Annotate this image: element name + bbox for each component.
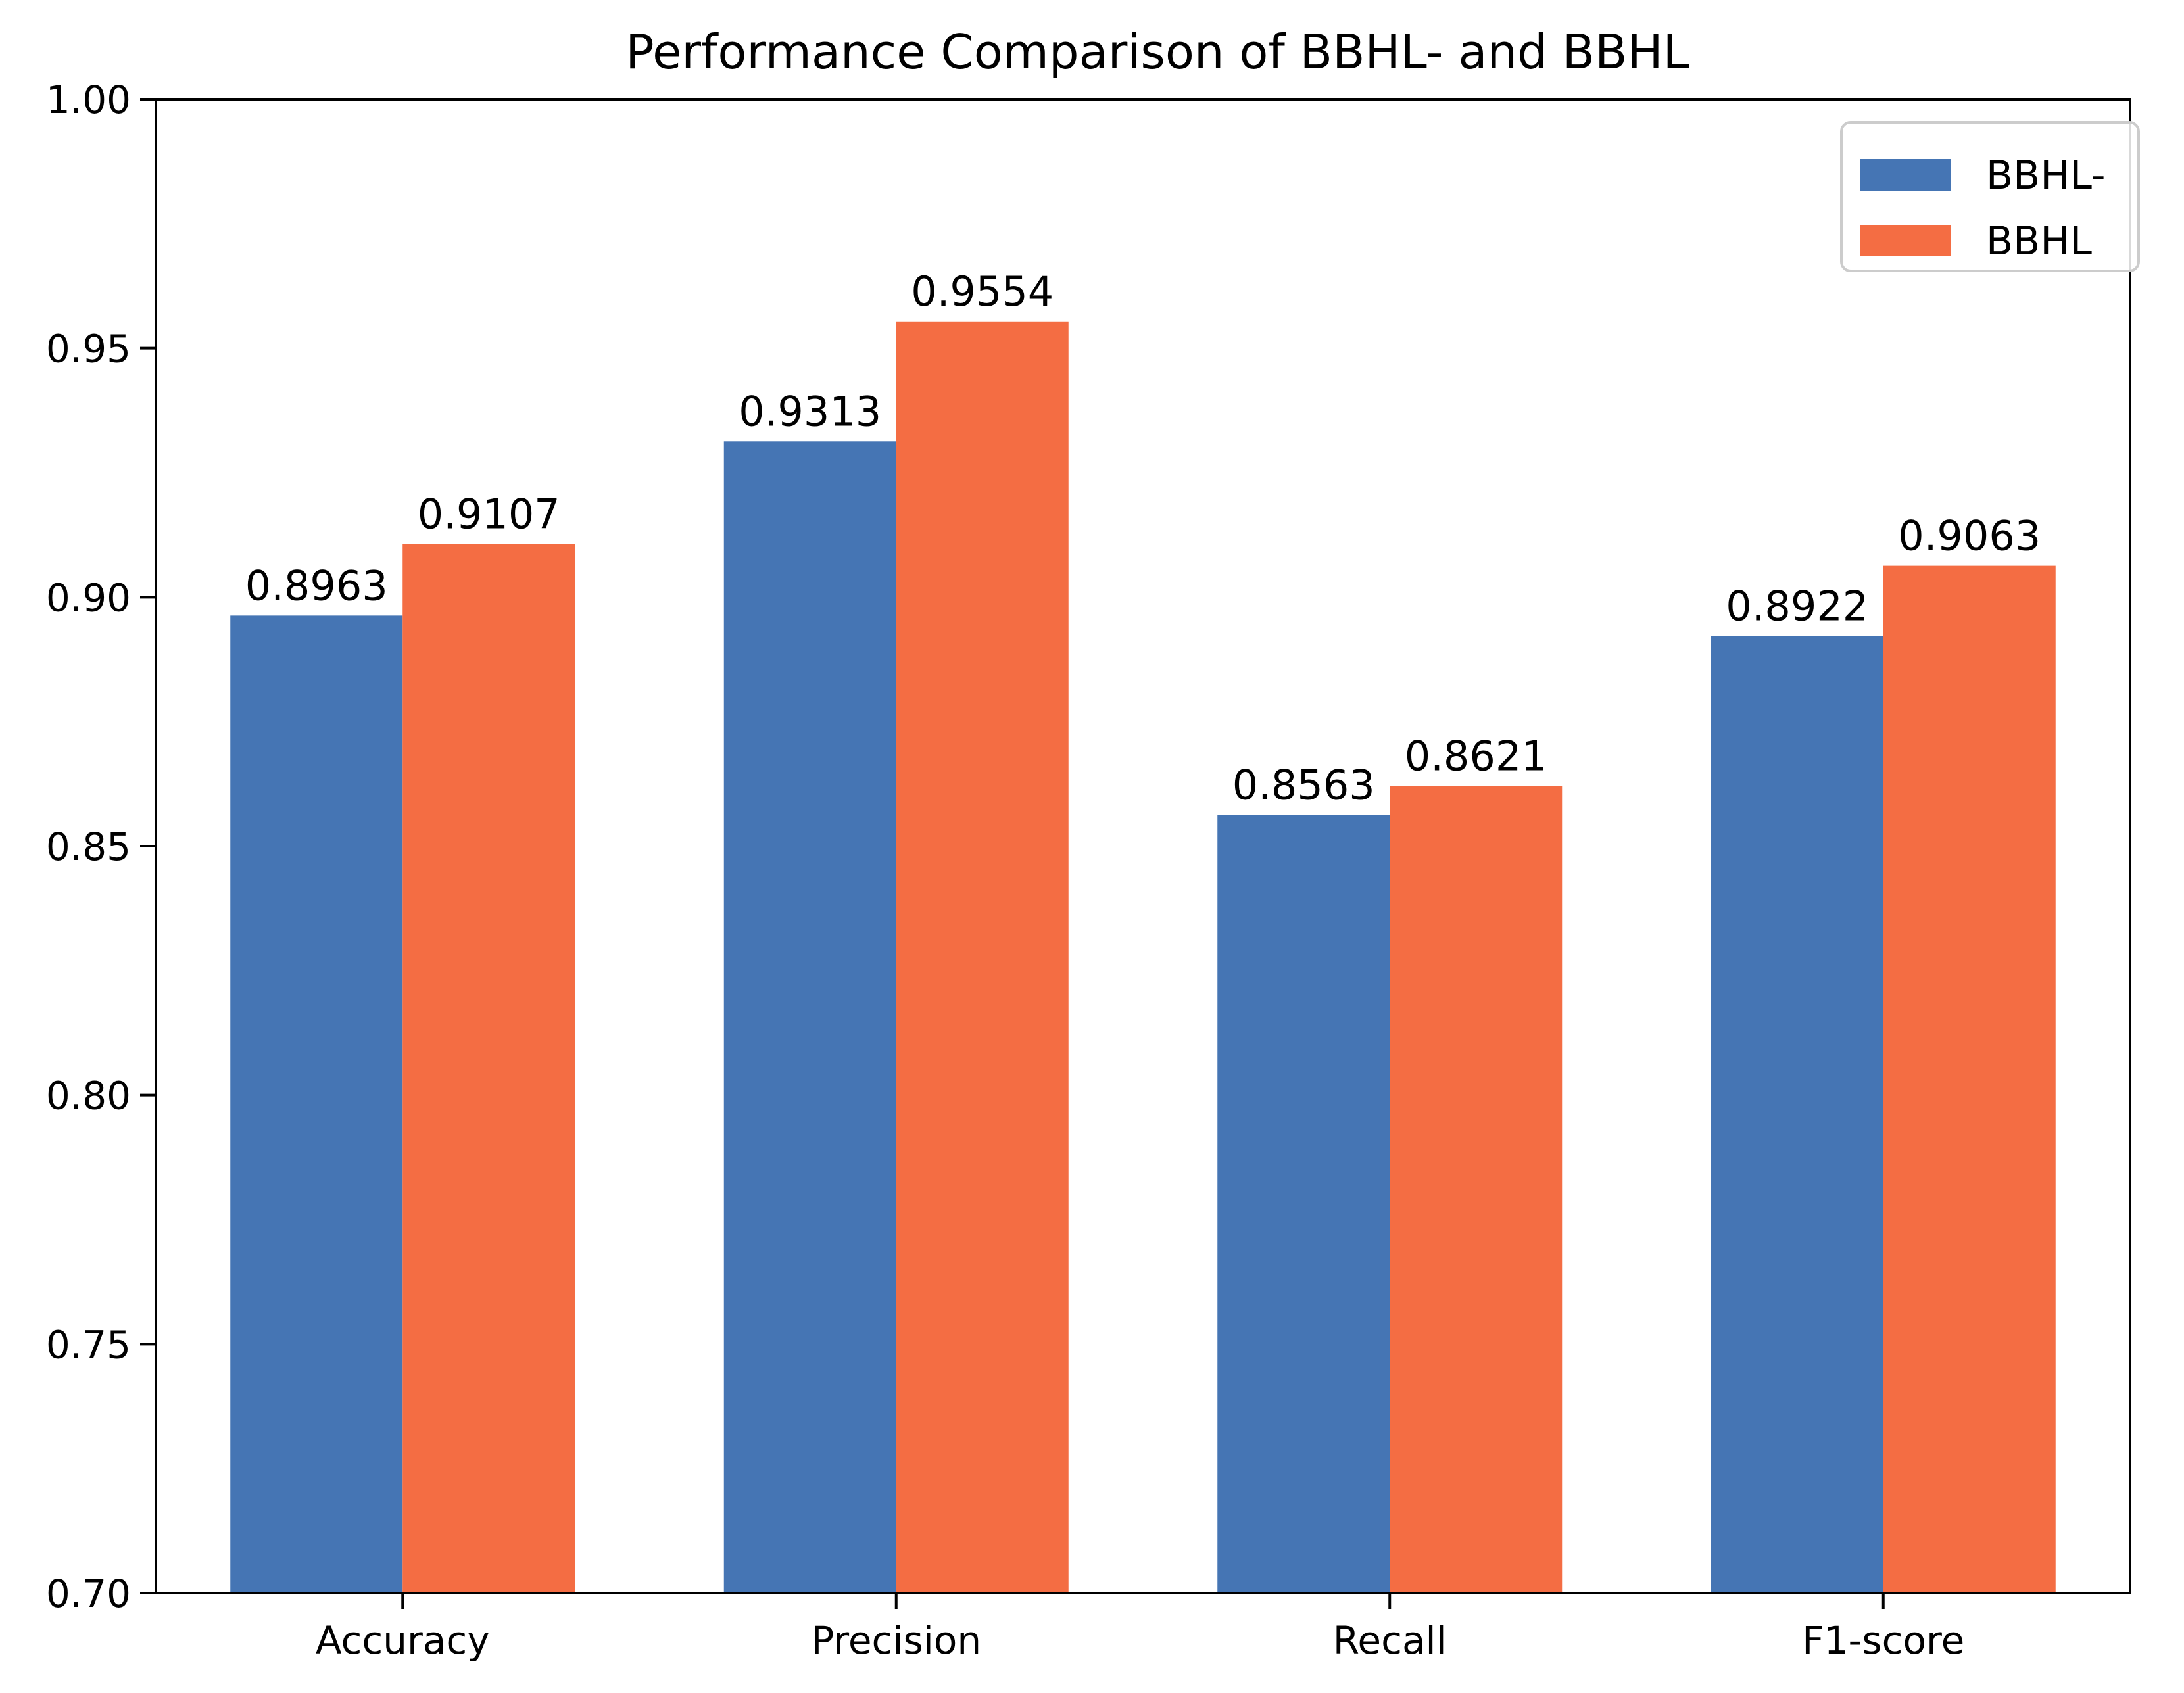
bar-bbhl-precision [723,441,896,1593]
bars [230,321,2056,1594]
x-tick-label: Precision [811,1618,981,1663]
data-labels: 0.8963 0.9107 0.9313 0.9554 0.8563 0.8621 0.89… [245,268,2041,809]
y-axis: 0.70 0.75 0.80 0.85 0.90 0.95 1.00 [46,78,156,1616]
y-tick-label: 0.85 [46,824,131,869]
bar-bbhl-accuracy [230,615,403,1593]
x-axis: Accuracy Precision Recall F1-score [316,1593,1964,1663]
bar-bbhlprecision [896,321,1069,1594]
data-label: 0.9107 [418,490,560,538]
chart-title: Performance Comparison of BBHL- and BBHL [625,24,1689,80]
bar-bbhlf1-score [1883,565,2056,1593]
data-label: 0.9554 [911,268,1054,316]
data-label: 0.9063 [1898,512,2041,560]
plot-frame [155,98,2131,1594]
x-tick-label: Accuracy [316,1618,490,1663]
legend: BBHL- BBHL [1840,121,2140,272]
data-label: 0.8963 [245,561,388,609]
bar-bbhl-recall [1217,815,1390,1593]
legend-label: BBHL- [1986,153,2105,199]
data-label: 0.9313 [739,387,881,435]
legend-swatch [1860,225,1951,256]
data-label: 0.8621 [1405,732,1547,780]
y-tick-label: 1.00 [46,78,131,122]
bar-bbhlrecall [1390,786,1563,1593]
x-tick-label: F1-score [1802,1618,1964,1663]
data-label: 0.8922 [1726,582,1868,630]
bar-bbhlaccuracy [402,544,575,1594]
y-tick-label: 0.75 [46,1322,131,1367]
bar-bbhl-f1-score [1711,636,1883,1594]
y-tick-label: 0.80 [46,1074,131,1118]
y-tick-label: 0.90 [46,575,131,620]
legend-swatch [1860,159,1951,191]
data-label: 0.8563 [1232,761,1375,809]
y-tick-label: 0.95 [46,327,131,371]
legend-label: BBHL [1986,218,2092,264]
x-tick-label: Recall [1333,1618,1447,1663]
y-tick-label: 0.70 [46,1571,131,1616]
